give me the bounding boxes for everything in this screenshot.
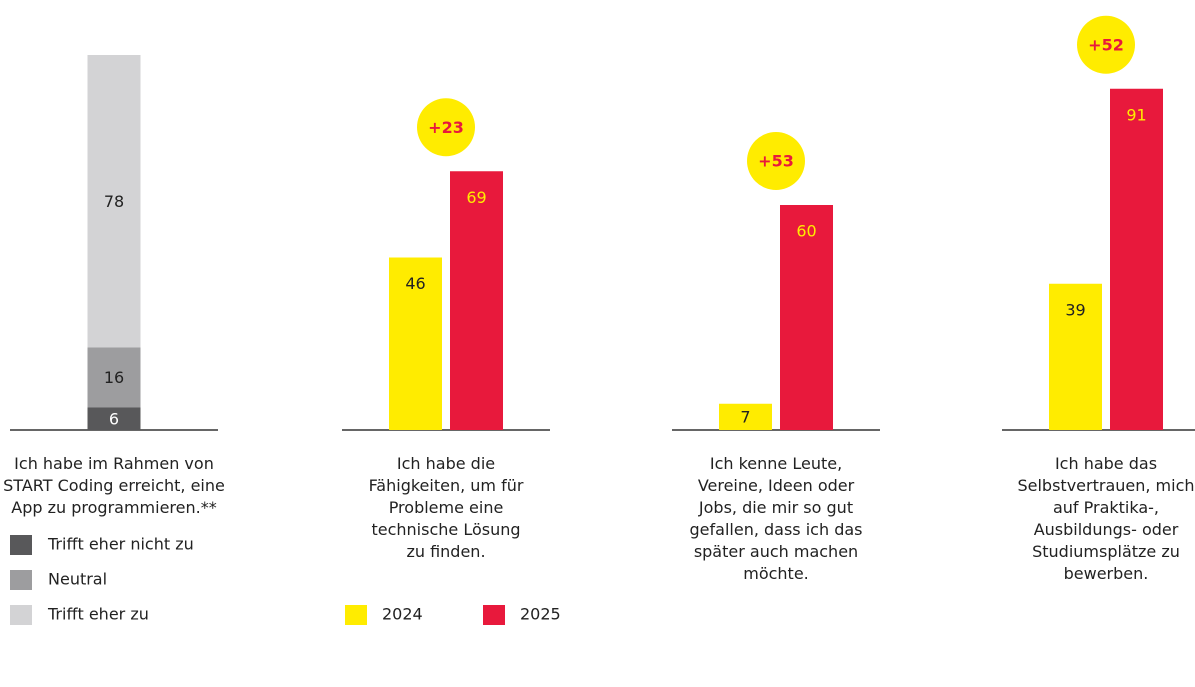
difference-label: +53 bbox=[758, 152, 794, 171]
legend-swatch bbox=[483, 605, 505, 625]
legend-swatch bbox=[10, 570, 32, 590]
category-label: Ich habe die Fähigkeiten, um für Problem… bbox=[368, 454, 524, 561]
difference-badge bbox=[417, 98, 475, 157]
value-label: 46 bbox=[405, 274, 425, 293]
legend-swatch bbox=[345, 605, 367, 625]
bar bbox=[450, 171, 503, 430]
difference-label: +23 bbox=[428, 118, 464, 137]
bar bbox=[719, 403, 772, 430]
category-label: Ich kenne Leute, Vereine, Ideen oder Job… bbox=[689, 454, 863, 583]
value-label: 6 bbox=[109, 409, 119, 428]
difference-label: +52 bbox=[1088, 35, 1124, 54]
value-label: 78 bbox=[104, 192, 124, 211]
category-label: Ich habe im Rahmen von START Coding erre… bbox=[3, 454, 225, 517]
legend-swatch bbox=[10, 535, 32, 555]
value-label: 69 bbox=[466, 188, 486, 207]
bar bbox=[780, 205, 833, 430]
category-label: Ich habe das Selbstvertrauen, mich auf P… bbox=[1017, 454, 1195, 583]
bar-segment bbox=[87, 347, 141, 408]
bar bbox=[389, 257, 442, 430]
bar bbox=[1110, 88, 1163, 430]
legend-label: 2024 bbox=[382, 605, 423, 624]
difference-badge bbox=[1077, 15, 1135, 74]
legend-label: Neutral bbox=[48, 570, 107, 589]
value-label: 7 bbox=[740, 407, 750, 426]
difference-badge bbox=[747, 132, 805, 190]
legend-swatch bbox=[10, 605, 32, 625]
legend-label: Trifft eher nicht zu bbox=[47, 535, 194, 554]
bar-segment bbox=[87, 407, 141, 430]
value-label: 91 bbox=[1126, 105, 1146, 124]
legend-label: 2025 bbox=[520, 605, 561, 624]
value-label: 39 bbox=[1065, 300, 1085, 319]
bar-segment bbox=[87, 55, 141, 348]
bar bbox=[1049, 283, 1102, 430]
value-label: 60 bbox=[796, 222, 816, 241]
legend-label: Trifft eher zu bbox=[47, 605, 149, 624]
value-label: 16 bbox=[104, 368, 124, 387]
